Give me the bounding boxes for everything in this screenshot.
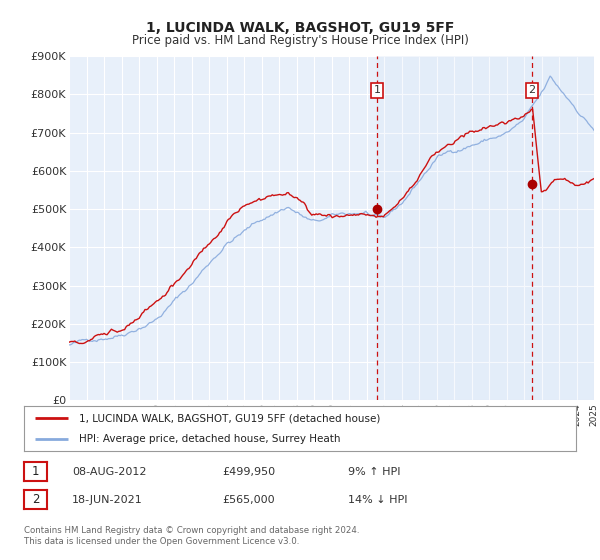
Text: £565,000: £565,000: [222, 494, 275, 505]
Text: HPI: Average price, detached house, Surrey Heath: HPI: Average price, detached house, Surr…: [79, 433, 341, 444]
Text: 2: 2: [529, 86, 536, 95]
Bar: [377, 56, 594, 400]
Text: 1, LUCINDA WALK, BAGSHOT, GU19 5FF: 1, LUCINDA WALK, BAGSHOT, GU19 5FF: [146, 21, 454, 35]
Text: 14% ↓ HPI: 14% ↓ HPI: [348, 494, 407, 505]
Text: Contains HM Land Registry data © Crown copyright and database right 2024.
This d: Contains HM Land Registry data © Crown c…: [24, 526, 359, 546]
Text: 08-AUG-2012: 08-AUG-2012: [72, 466, 146, 477]
Text: 2: 2: [32, 493, 39, 506]
Text: 18-JUN-2021: 18-JUN-2021: [72, 494, 143, 505]
Text: 1: 1: [373, 86, 380, 95]
Text: £499,950: £499,950: [222, 466, 275, 477]
Text: 1, LUCINDA WALK, BAGSHOT, GU19 5FF (detached house): 1, LUCINDA WALK, BAGSHOT, GU19 5FF (deta…: [79, 413, 380, 423]
Text: Price paid vs. HM Land Registry's House Price Index (HPI): Price paid vs. HM Land Registry's House …: [131, 34, 469, 46]
Text: 1: 1: [32, 465, 39, 478]
Text: 9% ↑ HPI: 9% ↑ HPI: [348, 466, 401, 477]
